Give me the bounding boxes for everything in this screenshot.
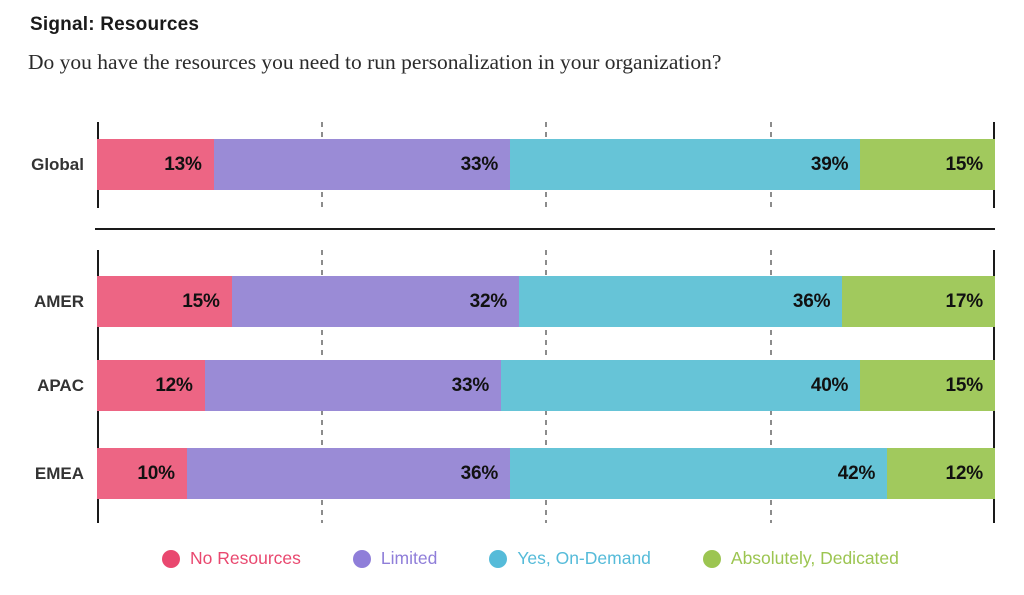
value-label: 42% [837,462,876,484]
legend-dot-icon [702,549,721,568]
bar-segment-limited: 33% [204,360,502,411]
bar-track: 12% 33% 40% 15% [97,360,995,411]
bar-segment-limited: 32% [231,276,520,327]
legend-item-limited: Limited [352,548,438,569]
category-label: APAC [37,376,84,395]
value-label: 39% [810,153,849,175]
value-label: 17% [945,290,984,312]
chart-question: Do you have the resources you need to ru… [28,50,722,74]
bar-segment-yes-on-demand: 42% [510,448,888,499]
value-label: 33% [451,374,490,396]
legend-label: Yes, On-Demand [517,548,651,568]
legend-item-yes-on-demand: Yes, On-Demand [489,548,651,569]
legend-item-absolutely-dedicated: Absolutely, Dedicated [702,548,899,569]
page-title: Signal: Resources [30,14,200,35]
category-label: AMER [33,292,84,311]
value-label: 15% [182,290,220,312]
bar-segment-limited: 33% [213,139,511,190]
bar-segment-yes-on-demand: 39% [510,139,861,190]
chart-row-apac: APAC 12% 33% 40% 15% [0,360,1024,411]
bar-segment-no-resources: 15% [97,276,232,327]
value-label: 15% [945,153,984,175]
bar-track: 10% 36% 42% 12% [97,448,995,499]
value-label: 12% [945,462,984,484]
bar-segment-no-resources: 10% [97,448,187,499]
bar-track: 15% 32% 36% 17% [97,276,995,327]
value-label: 15% [945,374,984,396]
value-label: 36% [792,290,831,312]
legend-label: Absolutely, Dedicated [730,548,899,568]
value-label: 33% [460,153,499,175]
chart-row-amer: AMER 15% 32% 36% 17% [0,276,1024,327]
category-label: Global [31,155,84,174]
chart-row-emea: EMEA 10% 36% 42% 12% [0,448,1024,499]
group-separator [95,228,995,230]
bar-segment-no-resources: 12% [97,360,205,411]
bar-segment-absolutely-dedicated: 17% [842,276,995,327]
value-label: 10% [137,462,175,484]
legend-label: No Resources [190,548,301,568]
bar-segment-yes-on-demand: 36% [519,276,843,327]
value-label: 13% [164,153,202,175]
bar-segment-limited: 36% [186,448,511,499]
bar-segment-absolutely-dedicated: 15% [860,139,995,190]
chart-row-global: Global 13% 33% 39% 15% [0,139,1024,190]
legend-dot-icon [489,549,508,568]
bar-segment-no-resources: 13% [97,139,214,190]
value-label: 36% [460,462,499,484]
legend-dot-icon [352,549,371,568]
legend-label: Limited [380,548,438,568]
legend-item-no-resources: No Resources [162,548,301,569]
chart-legend: No Resources Limited Yes, On-Demand Absolut… [162,548,899,569]
category-label: EMEA [34,464,84,483]
legend-dot-icon [162,549,180,568]
value-label: 32% [469,290,508,312]
bar-segment-yes-on-demand: 40% [501,360,861,411]
value-label: 40% [810,374,849,396]
bar-track: 13% 33% 39% 15% [97,139,995,190]
value-label: 12% [155,374,193,396]
bar-segment-absolutely-dedicated: 12% [887,448,995,499]
bar-segment-absolutely-dedicated: 15% [860,360,995,411]
